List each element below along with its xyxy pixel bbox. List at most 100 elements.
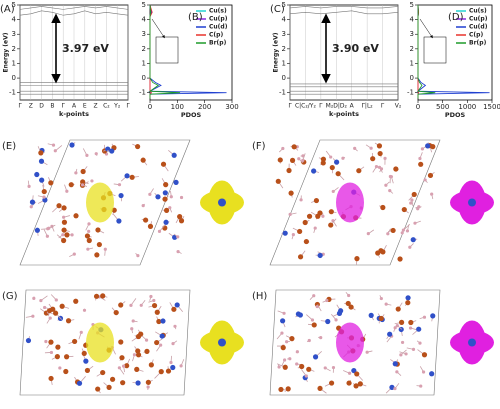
y-tick-label: -1 bbox=[139, 89, 146, 97]
atom bbox=[370, 156, 375, 161]
atom bbox=[66, 318, 71, 323]
legend-label: Cu(d) bbox=[469, 24, 488, 31]
inset-pointer bbox=[152, 19, 164, 37]
atom bbox=[82, 351, 87, 356]
atom bbox=[354, 256, 359, 261]
x-tick-label: Γ bbox=[62, 103, 66, 110]
atom bbox=[118, 193, 123, 198]
isosurface bbox=[336, 323, 364, 363]
x-tick-label: D bbox=[39, 103, 44, 110]
atom bbox=[424, 178, 427, 181]
panel-label: (H) bbox=[252, 291, 267, 302]
atom bbox=[304, 239, 309, 244]
atom bbox=[136, 254, 139, 257]
atom bbox=[401, 231, 404, 234]
atom bbox=[48, 376, 53, 381]
atom bbox=[370, 147, 373, 150]
atom bbox=[160, 333, 165, 338]
atom bbox=[69, 182, 74, 187]
atom bbox=[406, 229, 409, 232]
orbital-atom bbox=[218, 199, 226, 207]
atom bbox=[318, 253, 323, 258]
atom bbox=[86, 248, 89, 251]
y-tick-label: 2 bbox=[12, 45, 16, 53]
panel-label: (F) bbox=[252, 141, 266, 152]
atom bbox=[430, 193, 433, 196]
atom bbox=[162, 197, 167, 202]
atom bbox=[305, 374, 308, 377]
x-axis-label: PDOS bbox=[181, 111, 202, 119]
atom bbox=[413, 222, 416, 225]
inset-pointer bbox=[420, 19, 432, 37]
atom bbox=[31, 315, 34, 318]
x-tick-label: 200 bbox=[198, 103, 211, 111]
atom bbox=[314, 198, 319, 203]
atom bbox=[94, 252, 99, 257]
atom bbox=[55, 298, 58, 301]
atom bbox=[346, 301, 351, 306]
atom bbox=[163, 220, 168, 225]
x-tick-label: Γ bbox=[381, 103, 385, 110]
legend-label: Cu(s) bbox=[469, 8, 487, 15]
x-axis-label: k-points bbox=[59, 110, 89, 118]
atom bbox=[170, 365, 175, 370]
atom bbox=[164, 208, 169, 213]
atom bbox=[149, 295, 152, 298]
atom bbox=[387, 332, 392, 337]
atom bbox=[288, 357, 291, 360]
atom bbox=[55, 345, 60, 350]
atom bbox=[315, 214, 320, 219]
atom bbox=[311, 168, 316, 173]
x-tick-label: A bbox=[350, 103, 355, 110]
atom bbox=[282, 312, 285, 315]
legend-label: Br(p) bbox=[469, 40, 487, 47]
panel-label: (G) bbox=[2, 291, 18, 302]
atom bbox=[332, 190, 335, 193]
x-tick-label: B bbox=[50, 103, 54, 110]
atom bbox=[106, 385, 111, 390]
atom bbox=[47, 227, 50, 230]
y-tick-label: 2 bbox=[282, 45, 286, 53]
atom bbox=[56, 203, 61, 208]
atom bbox=[146, 380, 151, 385]
atom bbox=[334, 318, 337, 321]
x-tick-label: 100 bbox=[171, 103, 184, 111]
atom bbox=[346, 380, 351, 385]
atom bbox=[95, 227, 100, 232]
atom bbox=[417, 205, 420, 208]
atom bbox=[85, 154, 88, 157]
panel-label: (C) bbox=[270, 4, 285, 15]
atom bbox=[409, 326, 412, 329]
atom bbox=[176, 235, 179, 238]
atom bbox=[169, 361, 172, 364]
y-tick-label: 0 bbox=[142, 74, 146, 82]
atom bbox=[73, 213, 78, 218]
x-tick-label: Z bbox=[29, 103, 33, 110]
x-tick-label: E bbox=[83, 103, 87, 110]
atom bbox=[324, 366, 327, 369]
atom bbox=[336, 171, 341, 176]
atom bbox=[330, 165, 335, 170]
atom bbox=[42, 196, 45, 199]
atom bbox=[160, 318, 165, 323]
atom bbox=[408, 320, 413, 325]
atom bbox=[329, 380, 334, 385]
y-tick-label: 5 bbox=[142, 1, 146, 9]
atom bbox=[429, 371, 434, 376]
atom bbox=[175, 302, 180, 307]
atom bbox=[54, 149, 57, 152]
atom bbox=[118, 339, 123, 344]
atom bbox=[312, 294, 315, 297]
atom bbox=[338, 308, 343, 313]
atom bbox=[118, 183, 121, 186]
y-tick-label: -1 bbox=[279, 89, 286, 97]
legend-label: C(p) bbox=[209, 32, 223, 39]
atom bbox=[299, 364, 304, 369]
atom bbox=[306, 367, 311, 372]
atom bbox=[299, 198, 302, 201]
atom bbox=[405, 295, 410, 300]
x-tick-label: Γ bbox=[319, 103, 323, 110]
atom bbox=[69, 142, 74, 147]
x-axis-label: k-points bbox=[329, 110, 359, 118]
